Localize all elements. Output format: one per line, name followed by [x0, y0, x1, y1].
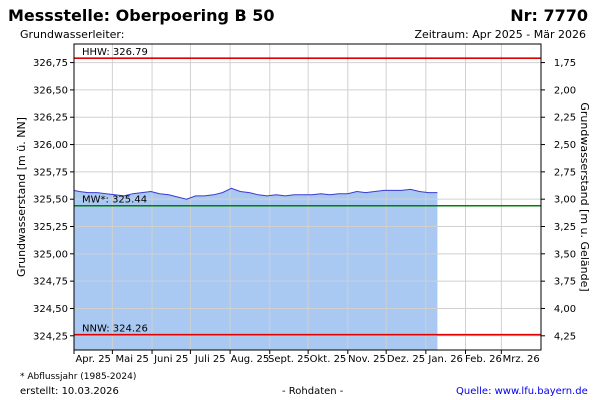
y2-tick-label: 2,50 — [554, 140, 576, 151]
station-title: Messstelle: Oberpoering B 50 — [8, 6, 275, 25]
x-tick-label: Dez. 25 — [387, 354, 425, 365]
y2-tick-label: 2,75 — [554, 167, 576, 178]
y2-tick-label: 3,00 — [554, 195, 576, 206]
y-tick-label: 324,25 — [33, 331, 68, 342]
x-tick-label: Mai 25 — [115, 354, 148, 365]
y-axis-label: Grundwasserstand [m ü. NN] — [15, 117, 28, 277]
period-label: Zeitraum: Apr 2025 - Mär 2026 — [414, 28, 586, 41]
x-tick-label: Nov. 25 — [348, 354, 386, 365]
raw-data-note: - Rohdaten - — [282, 386, 344, 397]
aquifer-label: Grundwasserleiter: — [20, 28, 125, 41]
x-tick-label: Apr. 25 — [75, 354, 110, 365]
y2-axis-label: Grundwasserstand [m u. Gelände] — [578, 102, 591, 291]
x-tick-label: Aug. 25 — [231, 354, 270, 365]
y-tick-label: 326,00 — [33, 140, 68, 151]
y2-tick-label: 1,75 — [554, 58, 576, 69]
y-tick-label: 324,50 — [33, 304, 68, 315]
y-tick-label: 324,75 — [33, 277, 68, 288]
series-area — [74, 188, 438, 350]
y-tick-label: 325,00 — [33, 249, 68, 260]
x-tick-label: Jan. 26 — [427, 354, 463, 365]
reference-label-nnw: NNW: 324.26 — [82, 324, 148, 335]
y2-tick-label: 4,25 — [554, 331, 576, 342]
plot-frame — [73, 43, 542, 351]
y-tick-label: 326,25 — [33, 113, 68, 124]
y2-tick-label: 2,00 — [554, 85, 576, 96]
x-tick-label: Juni 25 — [153, 354, 188, 365]
station-number: Nr: 7770 — [510, 6, 588, 25]
reference-label-mw: MW*: 325.44 — [82, 195, 147, 206]
y-tick-label: 325,75 — [33, 167, 68, 178]
footnote: * Abflussjahr (1985-2024) — [20, 372, 137, 382]
x-tick-label: Mrz. 26 — [503, 354, 540, 365]
y2-tick-label: 4,00 — [554, 304, 576, 315]
x-tick-label: Sept. 25 — [268, 354, 310, 365]
y-tick-label: 326,75 — [33, 58, 68, 69]
y2-tick-label: 2,25 — [554, 113, 576, 124]
source-link[interactable]: Quelle: www.lfu.bayern.de — [456, 386, 588, 397]
y-tick-label: 325,25 — [33, 222, 68, 233]
y-tick-label: 325,50 — [33, 195, 68, 206]
y2-tick-label: 3,50 — [554, 249, 576, 260]
y2-tick-label: 3,25 — [554, 222, 576, 233]
x-tick-label: Okt. 25 — [310, 354, 347, 365]
series-line — [73, 187, 438, 200]
y2-tick-label: 3,75 — [554, 277, 576, 288]
x-tick-label: Feb. 26 — [465, 354, 502, 365]
y-tick-label: 326,50 — [33, 85, 68, 96]
reference-label-hhw: HHW: 326.79 — [82, 47, 148, 58]
x-tick-label: Juli 25 — [194, 354, 226, 365]
created-date: erstellt: 10.03.2026 — [20, 386, 119, 397]
